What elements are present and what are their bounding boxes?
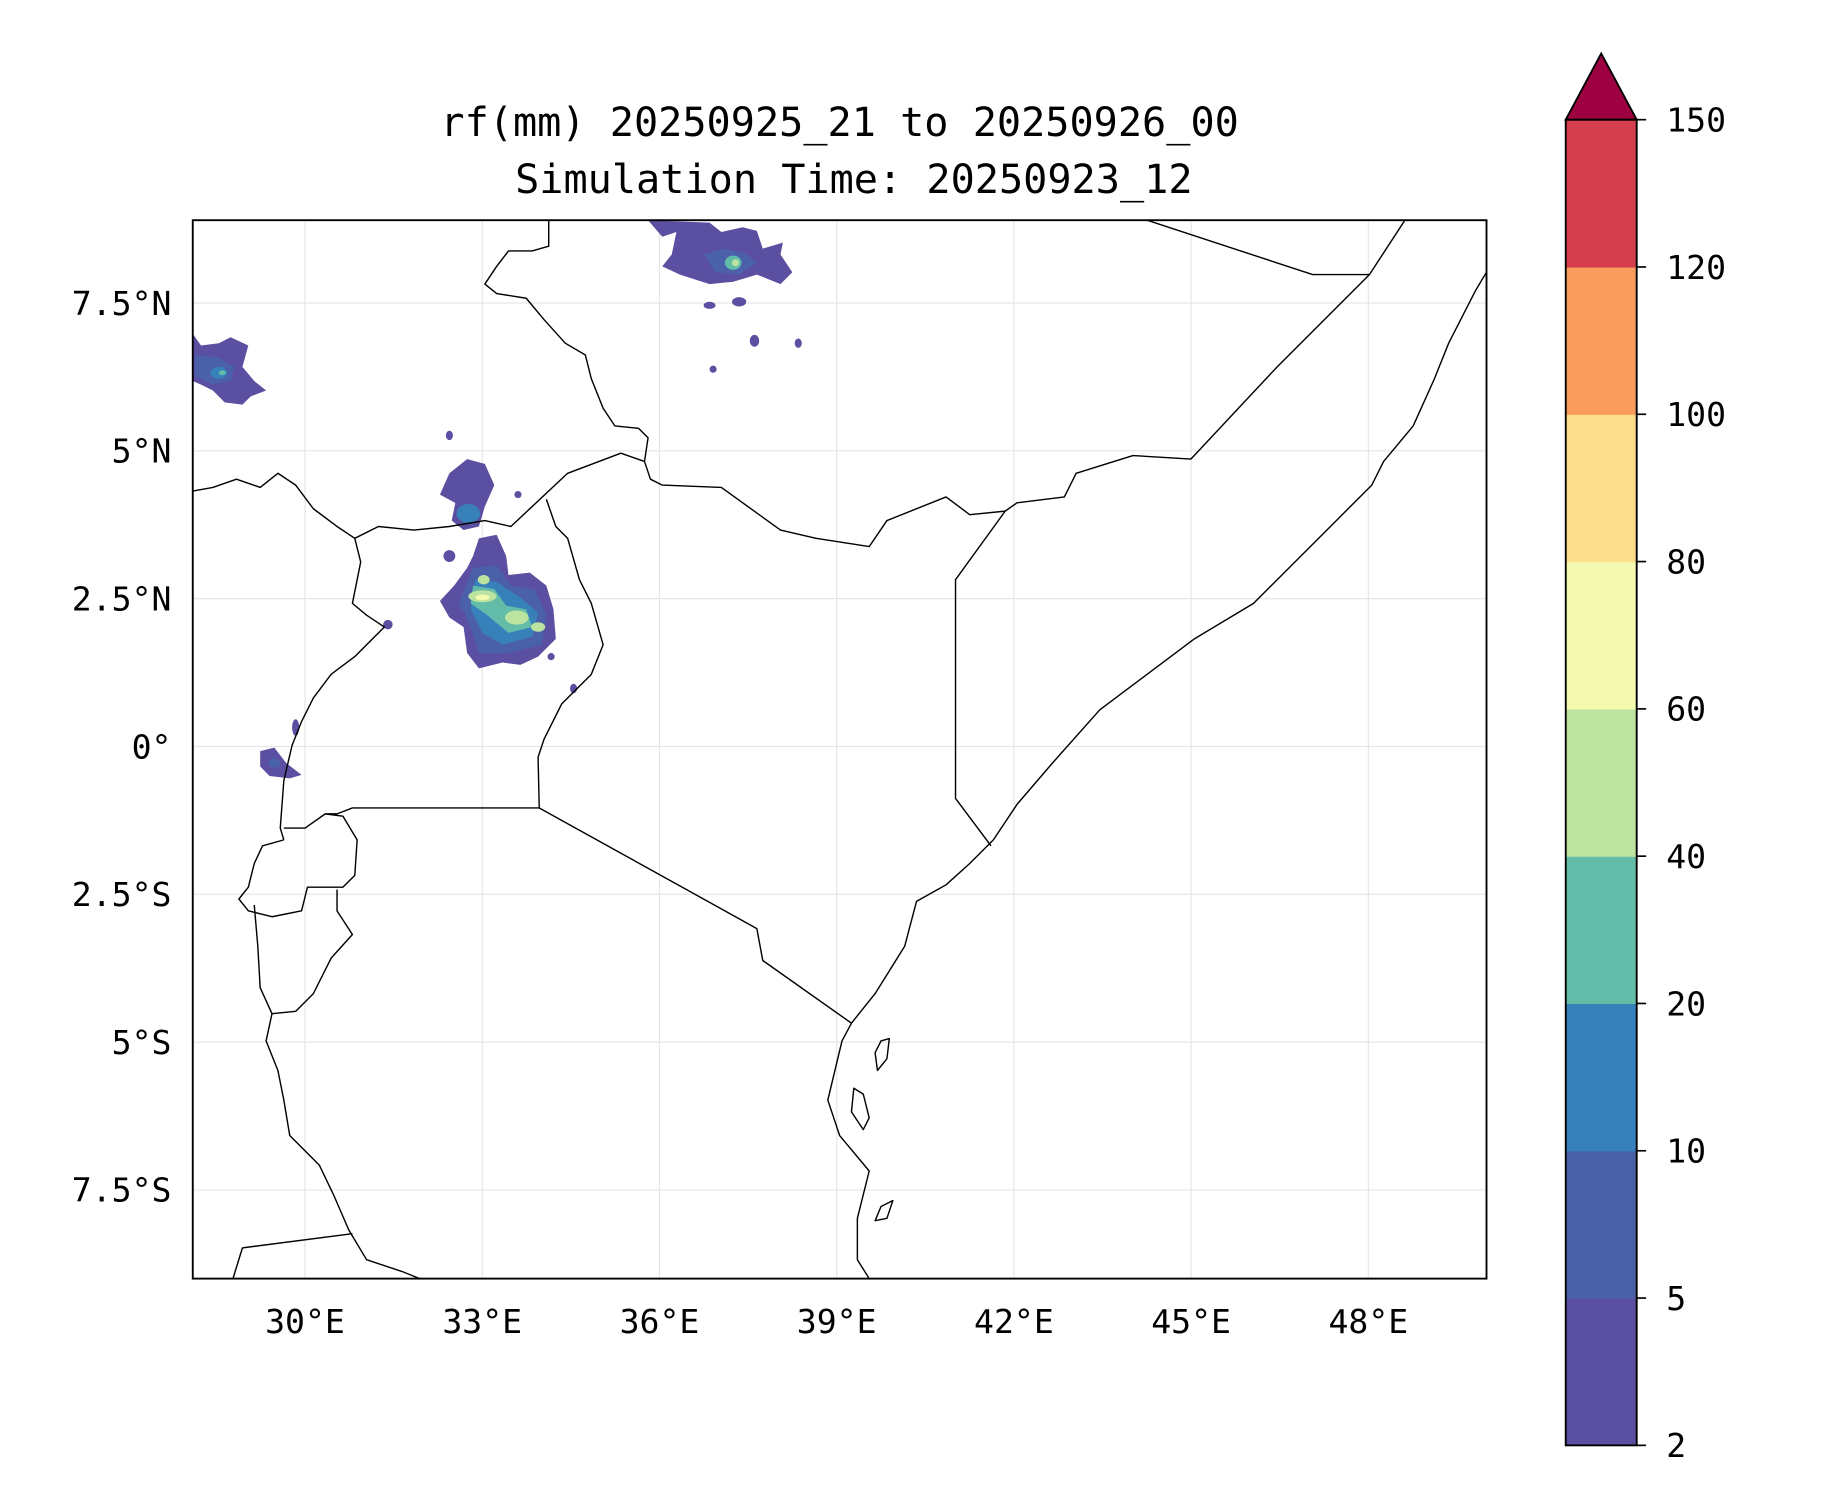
x-tick-label: 39°E bbox=[797, 1302, 877, 1341]
rain-cell-west-south-sudan bbox=[192, 333, 267, 405]
colorbar-segment bbox=[1565, 119, 1637, 268]
colorbar-segment bbox=[1565, 1298, 1637, 1446]
rain-cell-ethiopia bbox=[648, 220, 802, 373]
border-uganda-drc bbox=[279, 538, 386, 841]
border-zambia bbox=[242, 1232, 353, 1249]
rain-cell-northeast-uganda bbox=[383, 534, 578, 694]
rain-cell-east-drc bbox=[260, 719, 302, 779]
y-axis-ticks: 7.5°N 5°N 2.5°N 0° 2.5°S 5°S 7.5°S bbox=[72, 284, 172, 1210]
x-tick-label: 48°E bbox=[1328, 1302, 1408, 1341]
colorbar-extend-triangle bbox=[1564, 51, 1639, 121]
unguja-island bbox=[850, 1087, 870, 1131]
y-tick-label: 7.5°S bbox=[72, 1171, 172, 1210]
border-kenya-tanzania bbox=[538, 807, 852, 1024]
colorbar-tick-label: 80 bbox=[1666, 542, 1706, 581]
colorbar: 2 5 10 20 40 60 80 100 120 150 bbox=[1564, 51, 1726, 1465]
y-tick-label: 0° bbox=[132, 727, 172, 766]
x-tick-label: 42°E bbox=[974, 1302, 1054, 1341]
colorbar-segment bbox=[1565, 708, 1637, 857]
border-rwanda-burundi bbox=[238, 813, 358, 918]
lake-tanganyika-shore bbox=[253, 904, 273, 1015]
colorbar-segment bbox=[1565, 561, 1637, 710]
y-tick-label: 5°N bbox=[112, 432, 172, 471]
colorbar-segment bbox=[1565, 856, 1637, 1005]
border-kenya-somalia bbox=[954, 510, 1006, 847]
colorbar-tick-label: 20 bbox=[1666, 984, 1706, 1023]
border-uganda-tanzania bbox=[326, 807, 540, 815]
colorbar-tick-label: 2 bbox=[1666, 1426, 1686, 1465]
border-kenya-uganda bbox=[537, 499, 604, 808]
x-tick-label: 45°E bbox=[1151, 1302, 1231, 1341]
y-tick-label: 7.5°N bbox=[72, 284, 172, 323]
colorbar-segment bbox=[1565, 414, 1637, 563]
gridlines bbox=[192, 220, 1487, 1279]
chart-title: rf(mm) 20250925_21 to 20250926_00 bbox=[440, 100, 1238, 146]
colorbar-segment bbox=[1565, 266, 1637, 415]
border-sudan-south-sudan-ethiopia bbox=[484, 220, 1406, 548]
zanzibar-island bbox=[874, 1037, 891, 1072]
colorbar-tick-label: 120 bbox=[1666, 248, 1726, 287]
colorbar-tick-label: 150 bbox=[1666, 101, 1726, 140]
y-tick-label: 2.5°N bbox=[72, 579, 172, 618]
colorbar-frame bbox=[1564, 118, 1638, 1447]
border-south-sudan-uganda bbox=[192, 452, 645, 540]
y-tick-label: 5°S bbox=[112, 1023, 172, 1062]
x-tick-label: 36°E bbox=[620, 1302, 700, 1341]
country-borders bbox=[192, 220, 1487, 1279]
colorbar-tick-label: 100 bbox=[1666, 395, 1726, 434]
chart-subtitle: Simulation Time: 20250923_12 bbox=[515, 157, 1192, 203]
x-tick-label: 33°E bbox=[442, 1302, 522, 1341]
x-axis-ticks: 30°E 33°E 36°E 39°E 42°E 45°E 48°E bbox=[265, 1302, 1408, 1341]
colorbar-tick-label: 60 bbox=[1666, 690, 1706, 729]
mafia-island bbox=[874, 1199, 894, 1222]
rain-cells bbox=[192, 220, 802, 779]
colorbar-tick-label: 40 bbox=[1666, 837, 1706, 876]
border-ethiopia-eritrea-djibouti bbox=[1146, 220, 1370, 276]
x-tick-label: 30°E bbox=[265, 1302, 345, 1341]
border-tanzania-west bbox=[265, 889, 421, 1279]
colorbar-segment bbox=[1565, 1003, 1637, 1152]
map-frame bbox=[191, 219, 1488, 1280]
colorbar-tick-label: 5 bbox=[1666, 1279, 1686, 1318]
border-malawi bbox=[232, 1247, 244, 1279]
rain-cell-north-uganda bbox=[439, 430, 522, 531]
y-tick-label: 2.5°S bbox=[72, 875, 172, 914]
colorbar-segment bbox=[1565, 1150, 1637, 1299]
colorbar-tick-label: 10 bbox=[1666, 1132, 1706, 1171]
somalia-coastline bbox=[827, 271, 1487, 1279]
